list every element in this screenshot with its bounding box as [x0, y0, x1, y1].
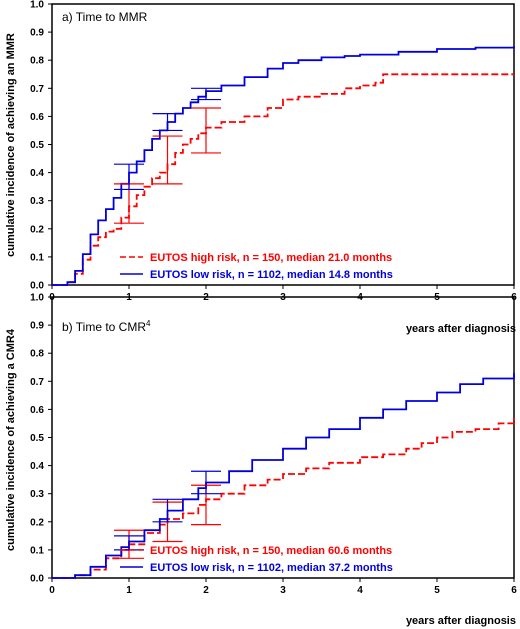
y-tick-label: 0.4: [30, 168, 44, 179]
y-tick-label: 0.9: [30, 28, 44, 39]
y-tick-label: 0.4: [30, 461, 44, 472]
y-tick-label: 0.6: [30, 405, 44, 416]
y-tick-label: 0.1: [30, 252, 44, 263]
series-line-low-risk: [52, 46, 515, 286]
x-tick-label: 0: [49, 585, 55, 596]
y-tick-label: 1.0: [30, 293, 44, 304]
x-tick-label: 3: [280, 585, 286, 596]
y-tick-label: 0.6: [30, 112, 44, 123]
plot-frame: [51, 3, 515, 286]
legend-label-high-risk: EUTOS high risk, n = 150, median 21.0 mo…: [150, 252, 392, 264]
y-tick-label: 0.2: [30, 224, 44, 235]
x-tick-label: 5: [434, 585, 440, 596]
y-tick-label: 0.0: [30, 574, 44, 585]
legend: EUTOS high risk, n = 150, median 21.0 mo…: [120, 252, 393, 281]
legend-label-low-risk: EUTOS low risk, n = 1102, median 37.2 mo…: [150, 562, 393, 574]
x-axis-label: years after diagnosis: [406, 615, 516, 627]
title-superscript: 4: [146, 319, 151, 328]
y-tick-label: 0.3: [30, 196, 44, 207]
x-tick-label: 1: [126, 585, 132, 596]
panel-title: a) Time to MMR: [62, 10, 148, 24]
y-tick-label: 1.0: [30, 0, 44, 11]
series-line-high-risk: [52, 73, 514, 286]
legend-label-low-risk: EUTOS low risk, n = 1102, median 14.8 mo…: [150, 269, 393, 281]
axis-ticks: 0.0 0.1 0.2 0.3 0.4 0.5 0.6 0.7 0.8 0.9 1.0 0 1 2 3 4 5 6: [30, 293, 517, 597]
y-tick-label: 0.7: [30, 377, 44, 388]
error-bar-layer: [114, 87, 221, 224]
legend-label-high-risk: EUTOS high risk, n = 150, median 60.6 mo…: [150, 545, 392, 557]
y-axis-label: cumulative incidence of achieving a CMR4: [5, 328, 17, 551]
y-tick-label: 0.5: [30, 433, 44, 444]
x-tick-label: 6: [511, 585, 517, 596]
x-axis-label: years after diagnosis: [406, 323, 516, 335]
y-tick-label: 0.5: [30, 140, 44, 151]
legend: EUTOS high risk, n = 150, median 60.6 mo…: [120, 545, 393, 574]
y-tick-label: 0.9: [30, 321, 44, 332]
panel-time-to-cmr4: 0.0 0.1 0.2 0.3 0.4 0.5 0.6 0.7 0.8 0.9 1.0 0 1 2 3 4 5 6…: [5, 293, 517, 628]
y-tick-label: 0.3: [30, 489, 44, 500]
error-bar-layer: [114, 470, 221, 559]
y-tick-label: 0.8: [30, 56, 44, 67]
y-axis-label: cumulative incidence of achieving an MMR: [5, 33, 17, 257]
series-layer: [52, 46, 515, 286]
panel-title: b) Time to CMR4: [62, 319, 151, 334]
y-tick-label: 0.1: [30, 545, 44, 556]
x-tick-label: 4: [357, 585, 363, 596]
panel-time-to-mmr: 0.00.10.20.30.40.50.60.70.80.91.00123456…: [5, 0, 517, 335]
y-tick-label: 0.7: [30, 84, 44, 95]
y-tick-label: 0.0: [30, 281, 44, 292]
y-tick-label: 0.2: [30, 517, 44, 528]
y-tick-label: 0.8: [30, 349, 44, 360]
x-tick-label: 2: [203, 585, 209, 596]
